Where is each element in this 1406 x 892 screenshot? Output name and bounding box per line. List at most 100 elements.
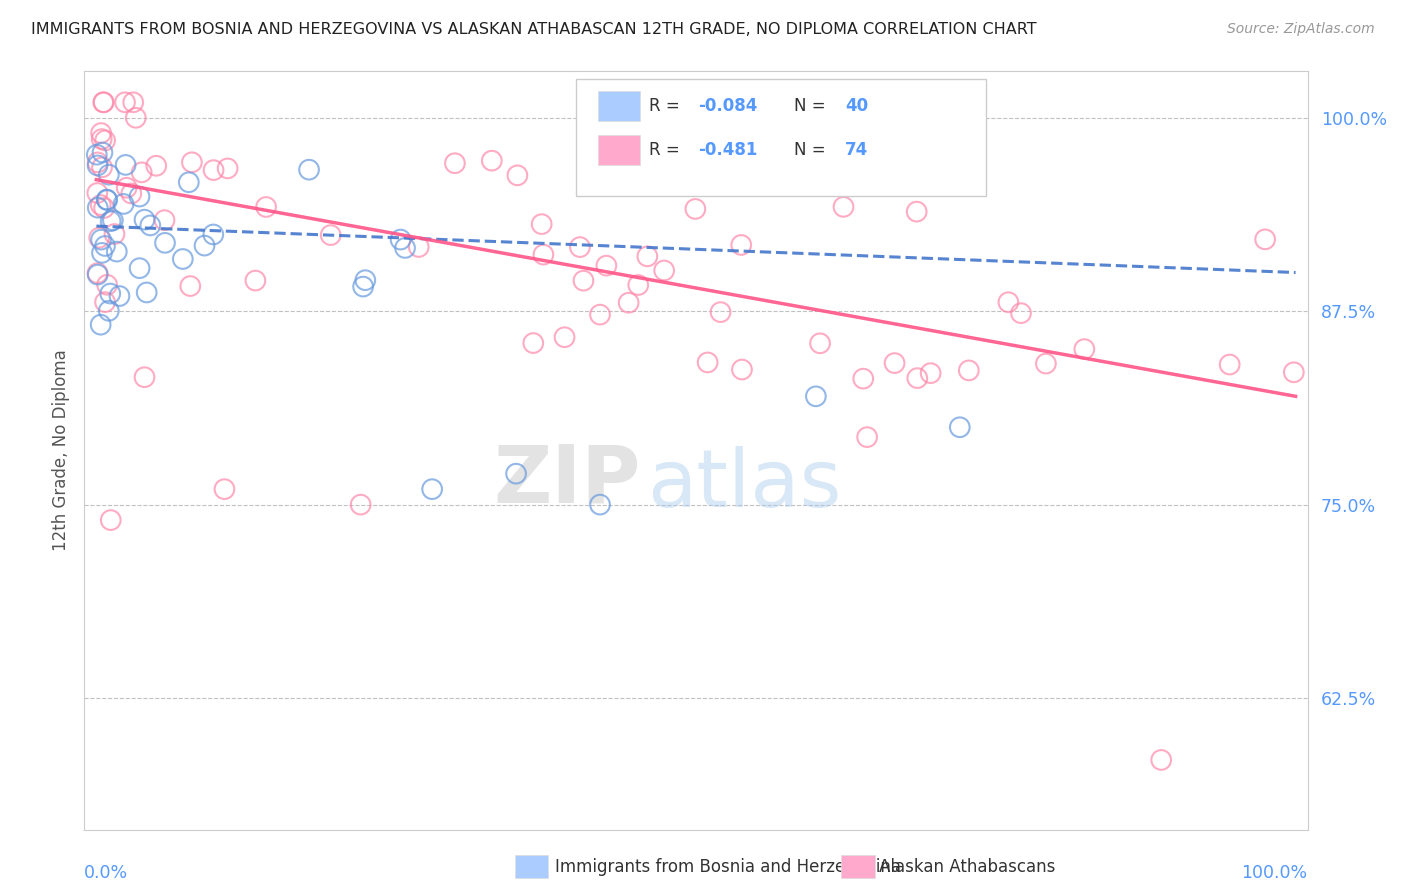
Point [86, 186, 108, 200]
Point [108, 289, 131, 303]
Point [627, 278, 650, 293]
Point [731, 362, 754, 376]
Point [125, 111, 148, 125]
Point [94, 295, 117, 310]
Point [354, 273, 377, 287]
Text: Source: ZipAtlas.com: Source: ZipAtlas.com [1227, 22, 1375, 37]
Point [177, 175, 200, 189]
Point [97, 168, 120, 182]
Point [100, 214, 122, 228]
Point [114, 95, 136, 110]
Point [245, 274, 267, 288]
Point [135, 285, 157, 300]
Point [86, 147, 108, 161]
Point [808, 336, 831, 351]
Point [949, 420, 972, 434]
Text: -0.481: -0.481 [699, 141, 758, 159]
Point [298, 162, 321, 177]
Point [114, 158, 136, 172]
Point [98, 286, 121, 301]
Point [105, 244, 128, 259]
Point [100, 513, 122, 527]
Point [87, 201, 110, 215]
Point [86, 158, 108, 172]
Point [202, 227, 225, 242]
Point [832, 200, 855, 214]
Text: 40: 40 [845, 97, 869, 115]
Point [643, 138, 665, 153]
Text: 74: 74 [845, 141, 869, 159]
Point [905, 204, 928, 219]
Point [852, 372, 875, 386]
Point [352, 279, 374, 293]
Point [444, 156, 467, 170]
Point [617, 295, 640, 310]
Point [115, 180, 138, 194]
Text: R =: R = [650, 97, 686, 115]
Point [112, 197, 135, 211]
Point [997, 295, 1019, 310]
Point [1073, 342, 1095, 356]
Point [685, 202, 707, 216]
Point [905, 371, 928, 385]
Point [883, 356, 905, 370]
Point [589, 498, 612, 512]
Point [90, 233, 112, 247]
Point [134, 370, 156, 384]
Point [179, 279, 201, 293]
Point [97, 303, 120, 318]
Text: atlas: atlas [647, 446, 841, 524]
Point [153, 213, 176, 227]
Point [636, 249, 658, 263]
Text: -0.084: -0.084 [699, 97, 758, 115]
Point [96, 193, 118, 207]
Point [652, 263, 675, 277]
Point [709, 305, 731, 319]
Point [1150, 753, 1173, 767]
Point [96, 277, 118, 292]
Text: Alaskan Athabascans: Alaskan Athabascans [879, 858, 1054, 876]
Point [589, 308, 612, 322]
Point [122, 95, 145, 110]
Point [202, 163, 225, 178]
Point [214, 482, 236, 496]
Point [696, 355, 718, 369]
Point [91, 245, 114, 260]
Point [139, 219, 162, 233]
Point [730, 238, 752, 252]
Point [91, 145, 114, 160]
Text: ZIP: ZIP [494, 442, 641, 520]
Text: 100.0%: 100.0% [1241, 863, 1308, 881]
Point [394, 241, 416, 255]
Point [505, 467, 527, 481]
Point [128, 189, 150, 203]
Point [180, 155, 202, 169]
Point [856, 430, 879, 444]
Point [1010, 306, 1032, 320]
Point [93, 201, 115, 215]
Point [554, 330, 576, 344]
Text: IMMIGRANTS FROM BOSNIA AND HERZEGOVINA VS ALASKAN ATHABASCAN 12TH GRADE, NO DIPL: IMMIGRANTS FROM BOSNIA AND HERZEGOVINA V… [31, 22, 1036, 37]
Point [620, 172, 643, 186]
Point [1282, 365, 1305, 379]
Point [101, 213, 124, 227]
Point [804, 389, 827, 403]
Point [1254, 232, 1277, 246]
Point [1219, 358, 1241, 372]
Point [96, 193, 118, 207]
Point [172, 252, 194, 266]
Point [530, 217, 553, 231]
Point [254, 200, 277, 214]
Point [957, 363, 980, 377]
Point [90, 198, 112, 212]
Point [522, 336, 544, 351]
Point [145, 159, 167, 173]
Point [91, 95, 114, 110]
Point [408, 240, 430, 254]
Point [90, 126, 112, 140]
Point [89, 231, 111, 245]
Point [389, 233, 412, 247]
Text: R =: R = [650, 141, 686, 159]
Point [420, 482, 443, 496]
Point [920, 366, 942, 380]
